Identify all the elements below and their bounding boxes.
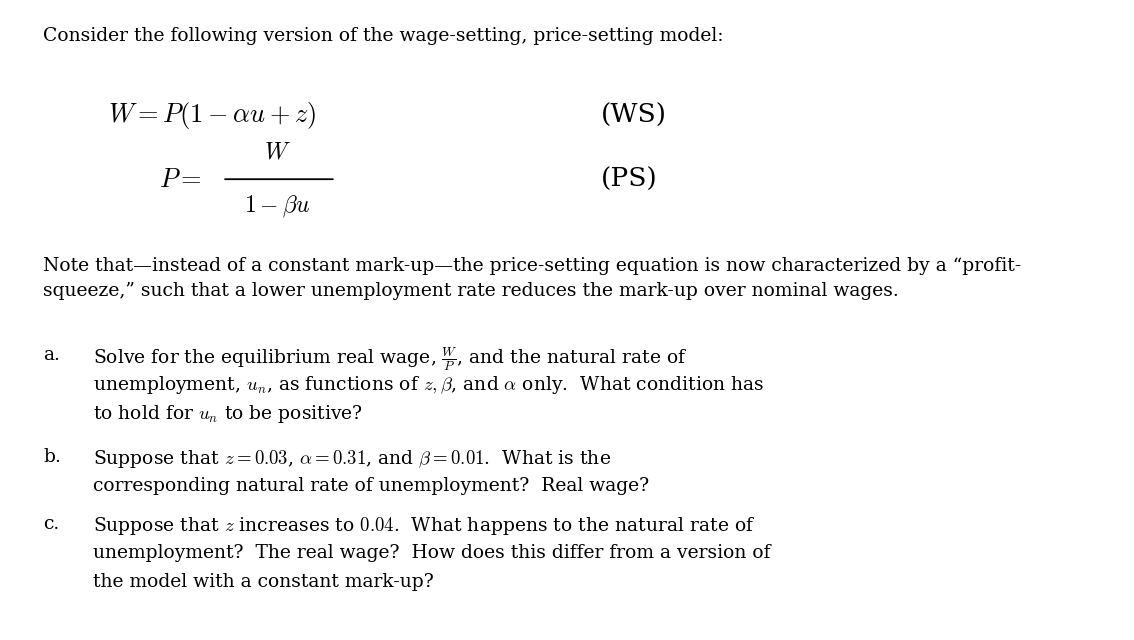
Text: a.: a.: [43, 346, 60, 364]
Text: Consider the following version of the wage-setting, price-setting model:: Consider the following version of the wa…: [43, 27, 723, 45]
Text: Suppose that $z$ increases to $0.04$.  What happens to the natural rate of: Suppose that $z$ increases to $0.04$. Wh…: [93, 515, 755, 537]
Text: $P =$: $P =$: [159, 166, 202, 192]
Text: Suppose that $z = 0.03$, $\alpha = 0.31$, and $\beta = 0.01$.  What is the: Suppose that $z = 0.03$, $\alpha = 0.31$…: [93, 448, 611, 470]
Text: (PS): (PS): [601, 166, 658, 192]
Text: corresponding natural rate of unemployment?  Real wage?: corresponding natural rate of unemployme…: [93, 477, 649, 495]
Text: $W = P(1 - \alpha u + z)$: $W = P(1 - \alpha u + z)$: [108, 100, 316, 131]
Text: Note that—instead of a constant mark-up—the price-setting equation is now charac: Note that—instead of a constant mark-up—…: [43, 257, 1022, 275]
Text: to hold for $u_n$ to be positive?: to hold for $u_n$ to be positive?: [93, 403, 363, 425]
Text: $1 - \beta u$: $1 - \beta u$: [245, 193, 311, 219]
Text: Solve for the equilibrium real wage, $\frac{W}{P}$, and the natural rate of: Solve for the equilibrium real wage, $\f…: [93, 346, 687, 374]
Text: c.: c.: [43, 515, 59, 533]
Text: $W$: $W$: [264, 141, 291, 164]
Text: the model with a constant mark-up?: the model with a constant mark-up?: [93, 573, 433, 591]
Text: unemployment?  The real wage?  How does this differ from a version of: unemployment? The real wage? How does th…: [93, 544, 770, 562]
Text: b.: b.: [43, 448, 61, 466]
Text: (WS): (WS): [601, 102, 667, 128]
Text: unemployment, $u_n$, as functions of $z, \beta$, and $\alpha$ only.  What condit: unemployment, $u_n$, as functions of $z,…: [93, 374, 764, 396]
Text: squeeze,” such that a lower unemployment rate reduces the mark-up over nominal w: squeeze,” such that a lower unemployment…: [43, 282, 899, 300]
